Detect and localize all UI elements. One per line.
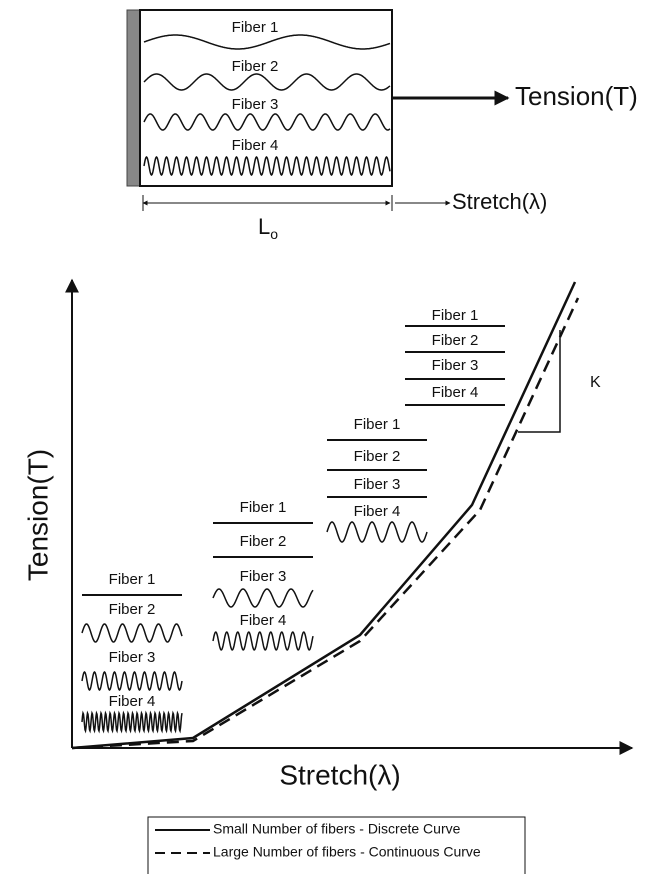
- fiber-wave: [81, 623, 183, 643]
- fiber-label: Fiber 2: [354, 448, 401, 465]
- fiber-wave: [81, 710, 183, 734]
- fiber-label: Fiber 2: [109, 601, 156, 618]
- length-main: L: [258, 214, 270, 239]
- fiber-wave: [212, 588, 314, 608]
- discrete-curve: [71, 281, 577, 750]
- fiber-label: Fiber 1: [109, 571, 156, 588]
- fiber-wave: [143, 156, 391, 176]
- fiber-label: Fiber 4: [232, 137, 279, 154]
- fiber-label: Fiber 2: [432, 332, 479, 349]
- force-label: Tension(T): [515, 81, 638, 111]
- wall: [126, 9, 141, 187]
- fiber-label: Fiber 4: [109, 693, 156, 710]
- fiber-wave: [81, 671, 183, 691]
- length-sub: o: [270, 226, 278, 242]
- fiber-wave: [212, 631, 314, 651]
- fiber-label: Fiber 3: [240, 568, 287, 585]
- fiber-label: Fiber 1: [232, 19, 279, 36]
- fiber-wave: [143, 34, 391, 50]
- fiber-wave: [143, 113, 391, 131]
- fiber-wave: [326, 521, 428, 543]
- fiber-label: Fiber 3: [232, 96, 279, 113]
- fiber-label: Fiber 1: [240, 499, 287, 516]
- legend-entry: Small Number of fibers - Discrete Curve: [213, 821, 461, 837]
- stiffness-triangle: [518, 330, 561, 433]
- fiber-label: Fiber 4: [354, 503, 401, 520]
- continuous-curve: [71, 297, 580, 750]
- fiber-label: Fiber 4: [240, 612, 287, 629]
- fiber-label: Fiber 1: [354, 416, 401, 433]
- y-axis-label: Tension(T): [22, 449, 53, 581]
- fiber-label: Fiber 3: [432, 357, 479, 374]
- legend: [147, 816, 526, 874]
- fiber-label: Fiber 1: [432, 307, 479, 324]
- stretch-label: Stretch(λ): [452, 189, 547, 214]
- legend-entry: Large Number of fibers - Continuous Curv…: [213, 844, 481, 860]
- fiber-label: Fiber 2: [232, 58, 279, 75]
- fiber-label: Fiber 4: [432, 384, 479, 401]
- fiber-label: Fiber 2: [240, 533, 287, 550]
- stiffness-label: K: [590, 374, 601, 391]
- x-axis-label: Stretch(λ): [279, 759, 400, 790]
- fiber-label: Fiber 3: [109, 649, 156, 666]
- fiber-wave: [143, 73, 391, 91]
- fiber-label: Fiber 3: [354, 476, 401, 493]
- length-label: Lo: [258, 214, 278, 242]
